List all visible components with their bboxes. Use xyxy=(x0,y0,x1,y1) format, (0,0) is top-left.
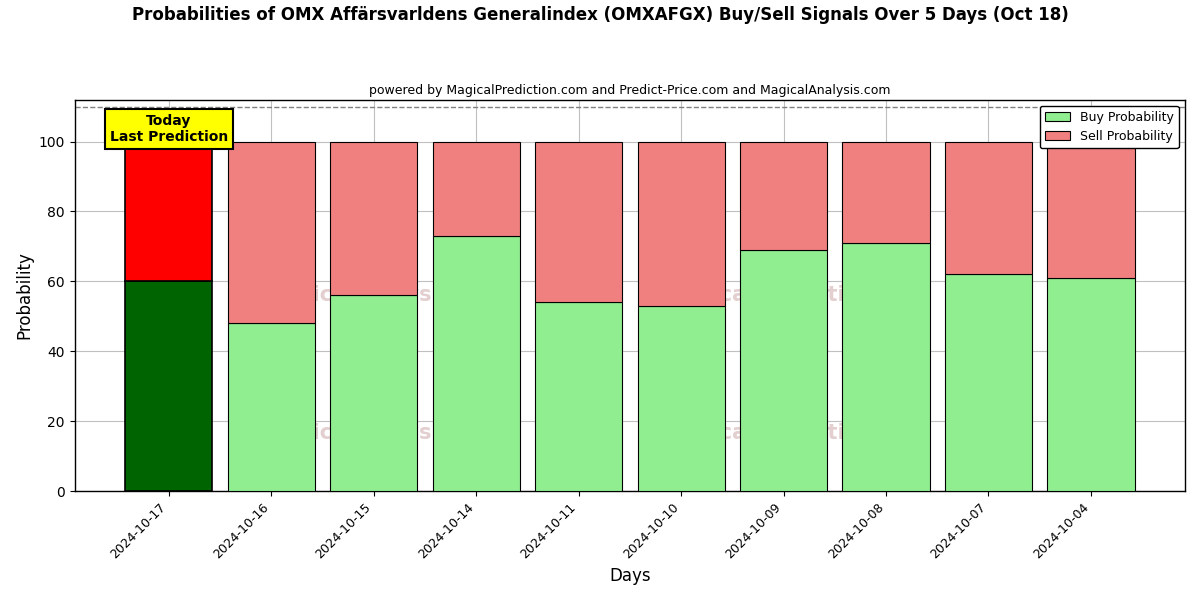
Bar xyxy=(1048,278,1134,491)
Bar xyxy=(740,142,827,250)
Text: Today
Last Prediction: Today Last Prediction xyxy=(109,113,228,144)
Text: MagicalAnalysis.com: MagicalAnalysis.com xyxy=(263,422,508,443)
Bar xyxy=(842,243,930,491)
Bar xyxy=(330,295,418,491)
Title: powered by MagicalPrediction.com and Predict-Price.com and MagicalAnalysis.com: powered by MagicalPrediction.com and Pre… xyxy=(370,84,890,97)
Bar xyxy=(125,281,212,491)
Text: MagicalPrediction.com: MagicalPrediction.com xyxy=(662,286,930,305)
Bar xyxy=(1048,142,1134,278)
Bar xyxy=(125,142,212,281)
Y-axis label: Probability: Probability xyxy=(16,251,34,340)
Text: Probabilities of OMX Affärsvarldens Generalindex (OMXAFGX) Buy/Sell Signals Over: Probabilities of OMX Affärsvarldens Gene… xyxy=(132,6,1068,24)
Bar xyxy=(944,274,1032,491)
Bar xyxy=(740,250,827,491)
Bar xyxy=(637,142,725,306)
Text: MagicalPrediction.com: MagicalPrediction.com xyxy=(662,422,930,443)
Bar xyxy=(228,142,314,323)
Bar xyxy=(535,142,622,302)
Bar xyxy=(432,236,520,491)
Bar xyxy=(944,142,1032,274)
Text: MagicalAnalysis.com: MagicalAnalysis.com xyxy=(263,286,508,305)
Bar xyxy=(432,142,520,236)
Bar xyxy=(637,306,725,491)
Bar xyxy=(535,302,622,491)
Bar xyxy=(228,323,314,491)
Legend: Buy Probability, Sell Probability: Buy Probability, Sell Probability xyxy=(1040,106,1178,148)
X-axis label: Days: Days xyxy=(610,567,650,585)
Bar xyxy=(842,142,930,243)
Bar xyxy=(330,142,418,295)
